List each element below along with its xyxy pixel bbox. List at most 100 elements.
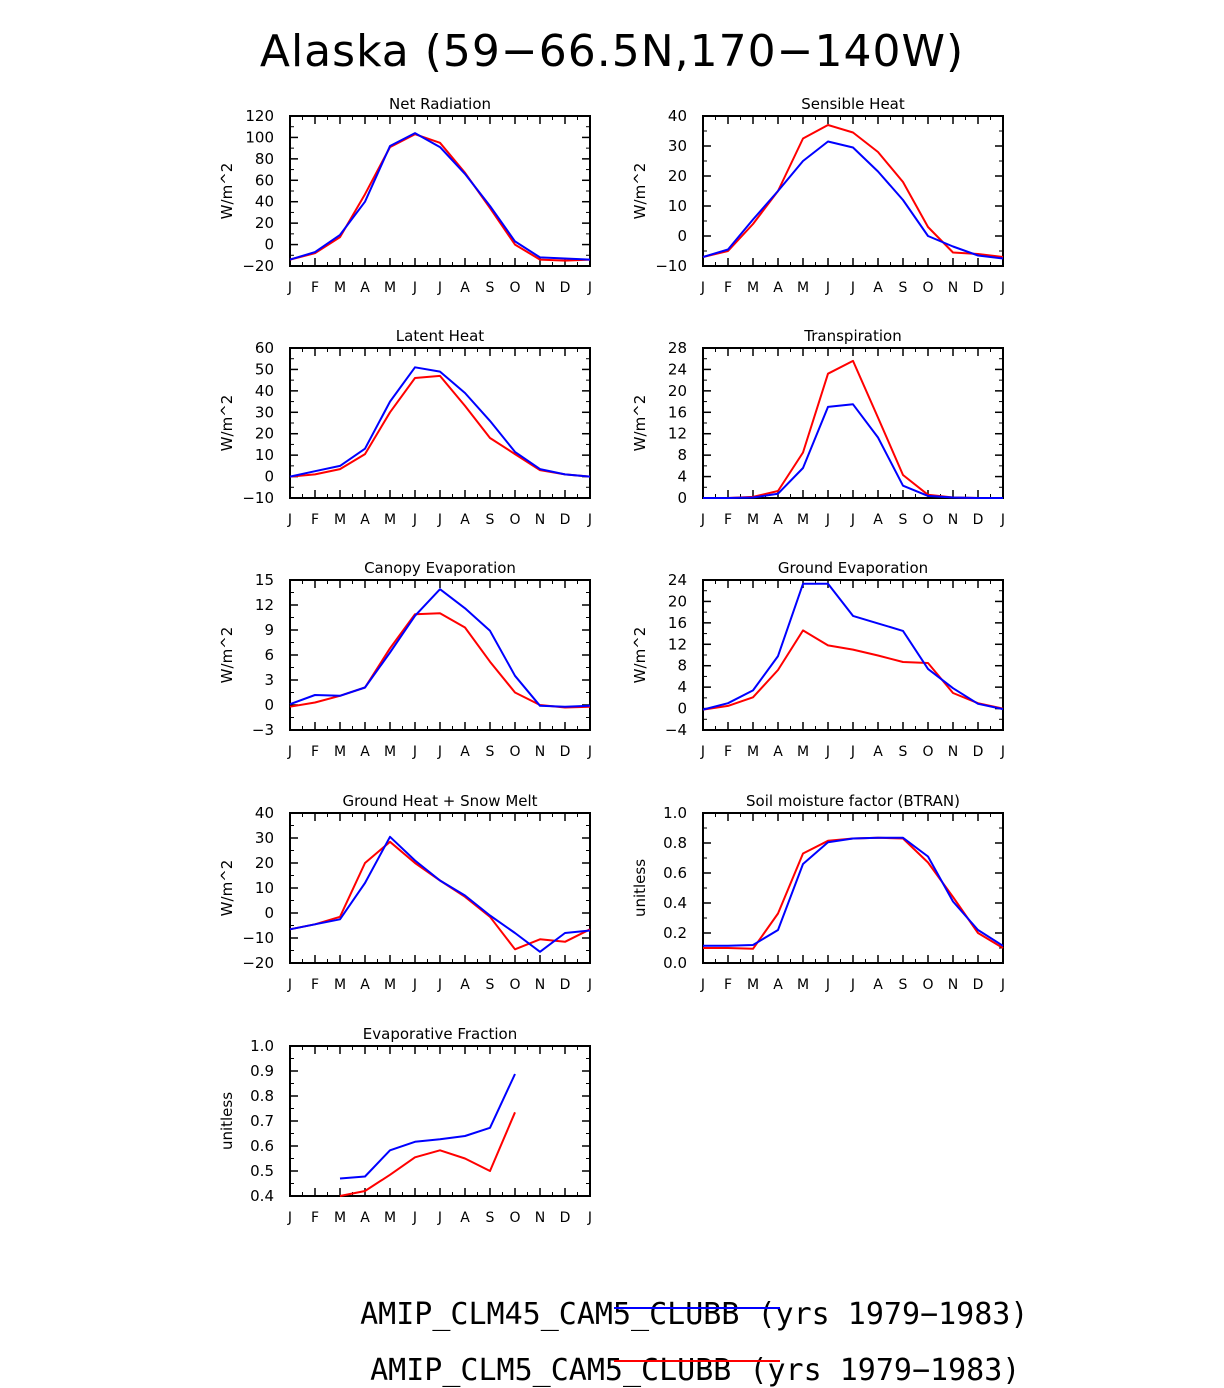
y-tick-label: 4	[677, 678, 687, 696]
x-tick-label: J	[700, 512, 705, 528]
x-tick-label: A	[360, 512, 370, 528]
x-tick-label: J	[825, 512, 830, 528]
series-line-1	[289, 612, 591, 709]
y-axis-label: W/m^2	[631, 627, 649, 684]
x-tick-label: J	[587, 977, 592, 993]
x-tick-label: D	[973, 977, 984, 993]
x-tick-label: J	[850, 977, 855, 993]
chart-title: Evaporative Fraction	[363, 1025, 517, 1043]
x-tick-label: D	[560, 280, 571, 296]
x-tick-label: O	[509, 977, 520, 993]
x-tick-label: M	[797, 977, 809, 993]
x-tick-label: A	[460, 744, 470, 760]
x-tick-label: J	[825, 744, 830, 760]
series-line-1	[289, 133, 591, 262]
legend-suffix-2: (yrs 1979−1983)	[731, 1353, 1021, 1388]
series-line-1	[703, 359, 1003, 499]
x-tick-label: J	[850, 280, 855, 296]
y-tick-label: −20	[242, 257, 274, 275]
x-tick-label: N	[535, 744, 545, 760]
x-tick-label: M	[384, 1210, 396, 1226]
y-tick-label: 3	[264, 671, 274, 689]
y-tick-label: 0	[264, 696, 274, 714]
y-tick-label: 1.0	[663, 804, 687, 822]
page-title: Alaska (59−66.5N,170−140W)	[259, 26, 965, 77]
y-tick-label: 6	[264, 646, 274, 664]
series-line-2	[339, 1073, 516, 1180]
y-tick-label: 0.6	[250, 1137, 274, 1155]
x-tick-label: A	[360, 280, 370, 296]
x-tick-label: M	[797, 280, 809, 296]
y-tick-label: 28	[668, 339, 687, 357]
x-tick-label: A	[460, 1210, 470, 1226]
y-tick-label: 80	[255, 150, 274, 168]
x-tick-label: M	[334, 1210, 346, 1226]
x-tick-label: J	[587, 1210, 592, 1226]
x-tick-label: J	[850, 512, 855, 528]
chart-title: Ground Heat + Snow Melt	[342, 792, 537, 810]
y-tick-label: 16	[668, 403, 687, 421]
chart-title: Sensible Heat	[801, 95, 905, 113]
x-tick-label: J	[287, 280, 292, 296]
x-tick-label: S	[899, 744, 908, 760]
x-tick-label: A	[360, 1210, 370, 1226]
x-tick-label: M	[747, 512, 759, 528]
y-tick-label: 60	[255, 171, 274, 189]
y-axis-label: W/m^2	[218, 627, 236, 684]
legend-label-2: AMIP_CLM5_CAM5_CLUBB	[370, 1353, 732, 1388]
x-tick-label: F	[311, 1210, 319, 1226]
series-line-1	[339, 1111, 516, 1197]
x-tick-label: J	[587, 512, 592, 528]
x-tick-label: A	[873, 512, 883, 528]
x-tick-label: J	[850, 744, 855, 760]
y-tick-label: 20	[668, 592, 687, 610]
x-tick-label: M	[384, 512, 396, 528]
x-tick-label: N	[948, 977, 958, 993]
legend-swatch-1	[614, 1307, 780, 1309]
series-line-1	[703, 836, 1004, 950]
y-tick-label: −10	[655, 257, 687, 275]
y-tick-label: 8	[677, 446, 687, 464]
x-tick-label: S	[486, 280, 495, 296]
plot-frame	[702, 347, 1004, 499]
y-tick-label: 60	[255, 339, 274, 357]
y-tick-label: 0.9	[250, 1062, 274, 1080]
y-tick-label: 4	[677, 468, 687, 486]
plot-frame	[289, 115, 591, 267]
x-tick-label: F	[724, 977, 732, 993]
x-tick-label: M	[334, 744, 346, 760]
series-line-2	[703, 403, 1003, 499]
x-tick-label: S	[486, 1210, 495, 1226]
x-tick-label: D	[560, 977, 571, 993]
x-tick-label: A	[460, 512, 470, 528]
y-tick-label: 12	[668, 425, 687, 443]
y-tick-label: 10	[668, 197, 687, 215]
y-tick-label: 30	[668, 137, 687, 155]
series-line-2	[289, 132, 591, 261]
y-tick-label: 0	[264, 904, 274, 922]
plot-frame	[289, 1045, 591, 1197]
x-tick-label: M	[797, 512, 809, 528]
series-line-2	[289, 588, 591, 708]
x-tick-label: J	[437, 280, 442, 296]
x-tick-label: J	[287, 744, 292, 760]
x-tick-label: J	[437, 1210, 442, 1226]
x-tick-label: M	[334, 280, 346, 296]
x-tick-label: J	[1000, 744, 1005, 760]
x-tick-label: J	[437, 744, 442, 760]
x-tick-label: J	[412, 280, 417, 296]
x-tick-label: N	[535, 280, 545, 296]
x-tick-label: J	[1000, 512, 1005, 528]
y-tick-label: 0.8	[663, 834, 687, 852]
y-tick-label: 20	[668, 382, 687, 400]
x-tick-label: N	[535, 1210, 545, 1226]
y-tick-label: 10	[255, 879, 274, 897]
y-tick-label: 0	[264, 468, 274, 486]
legend-label-1: AMIP_CLM45_CAM5_CLUBB	[360, 1297, 740, 1332]
y-tick-label: 0.7	[250, 1112, 274, 1130]
chart-panel-4: J F M A M J J A S O N D J0481216202428TranspirationW…	[631, 327, 1005, 528]
y-tick-label: 30	[255, 829, 274, 847]
